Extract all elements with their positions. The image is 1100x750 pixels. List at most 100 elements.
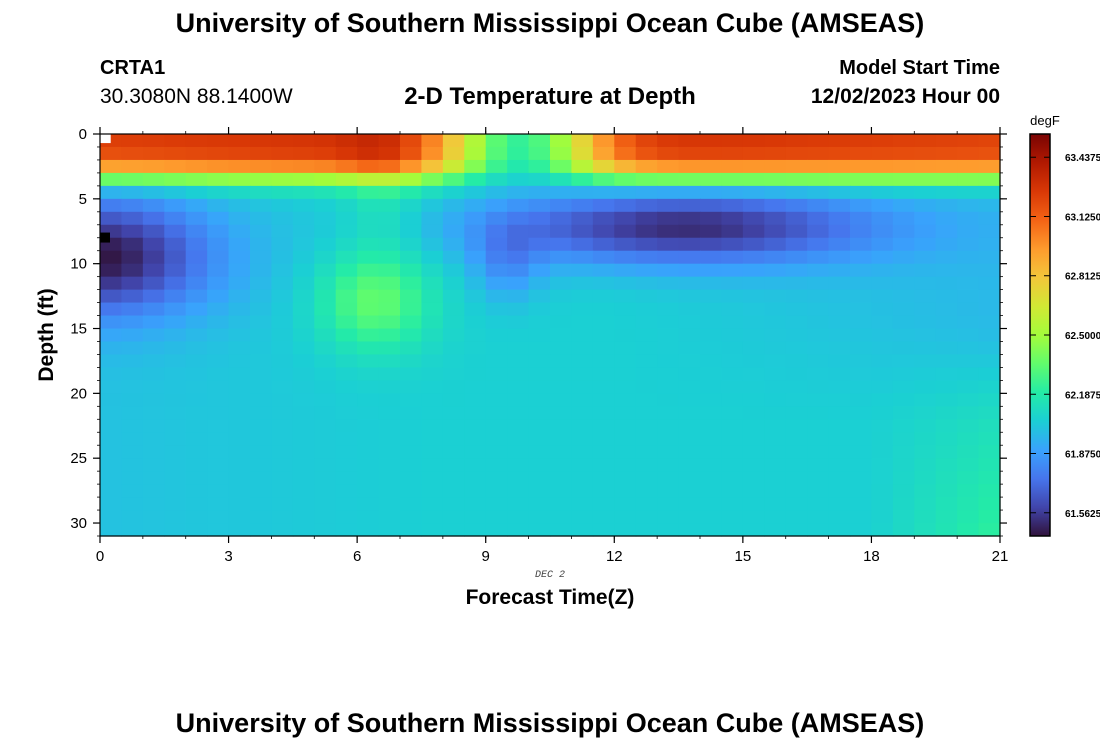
heatmap-cell — [828, 354, 851, 369]
heatmap-cell — [550, 510, 573, 524]
heatmap-cell — [785, 380, 808, 394]
station-depth-marker — [100, 232, 110, 243]
heatmap-cell — [978, 432, 1001, 446]
heatmap-cell — [807, 302, 830, 317]
heatmap-cell — [100, 497, 123, 511]
heatmap-cell — [442, 315, 465, 330]
heatmap-cell — [892, 328, 915, 343]
heatmap-cell — [400, 276, 423, 291]
heatmap-cell — [871, 328, 894, 343]
heatmap-cell — [657, 484, 680, 498]
heatmap-cell — [635, 146, 658, 161]
heatmap-cell — [507, 198, 530, 213]
heatmap-cell — [871, 471, 894, 485]
heatmap-cell — [228, 380, 251, 394]
heatmap-cell — [764, 367, 787, 381]
heatmap-cell — [185, 328, 208, 343]
heatmap-cell — [592, 172, 615, 187]
heatmap-cell — [592, 523, 615, 537]
x-axis-label: Forecast Time(Z) — [466, 586, 635, 609]
heatmap-cell — [657, 302, 680, 317]
heatmap-cell — [528, 328, 551, 343]
heatmap-cell — [357, 497, 380, 511]
heatmap-cell — [764, 419, 787, 433]
heatmap-cell — [207, 237, 230, 252]
heatmap-cell — [271, 289, 294, 304]
heatmap-cell — [250, 315, 273, 330]
heatmap-cell — [528, 250, 551, 265]
heatmap-cell — [635, 393, 658, 407]
heatmap-cell — [657, 172, 680, 187]
heatmap-cell — [764, 276, 787, 291]
heatmap-cell — [142, 458, 165, 472]
heatmap-cell — [678, 497, 701, 511]
heatmap-cell — [164, 523, 187, 537]
heatmap-cell — [550, 380, 573, 394]
heatmap-cell — [400, 497, 423, 511]
heatmap-cell — [828, 419, 851, 433]
heatmap-cell — [635, 276, 658, 291]
heatmap-cell — [335, 315, 358, 330]
heatmap-cell — [207, 224, 230, 239]
heatmap-cell — [700, 276, 723, 291]
heatmap-cell — [892, 159, 915, 174]
heatmap-cell — [228, 471, 251, 485]
heatmap-cell — [142, 367, 165, 381]
heatmap-cell — [121, 484, 144, 498]
heatmap-cell — [721, 432, 744, 446]
heatmap-cell — [421, 354, 444, 369]
heatmap-cell — [657, 510, 680, 524]
heatmap-cell — [185, 471, 208, 485]
heatmap-cell — [507, 224, 530, 239]
heatmap-cell — [657, 276, 680, 291]
heatmap-cell — [742, 159, 765, 174]
heatmap-cell — [421, 250, 444, 265]
heatmap-cell — [485, 289, 508, 304]
heatmap-cell — [957, 263, 980, 278]
heatmap-cell — [421, 159, 444, 174]
heatmap-cell — [871, 419, 894, 433]
heatmap-cell — [400, 289, 423, 304]
heatmap-cell — [357, 263, 380, 278]
heatmap-cell — [314, 341, 337, 356]
heatmap-cell — [292, 185, 315, 200]
heatmap-cell — [828, 497, 851, 511]
heatmap-cell — [571, 328, 594, 343]
heatmap-cell — [292, 458, 315, 472]
heatmap-cell — [357, 211, 380, 226]
heatmap-cell — [807, 484, 830, 498]
heatmap-cell — [142, 341, 165, 356]
heatmap-cell — [657, 237, 680, 252]
heatmap-cell — [357, 250, 380, 265]
heatmap-cell — [250, 471, 273, 485]
heatmap-cell — [978, 458, 1001, 472]
heatmap-cell — [250, 146, 273, 161]
heatmap-cell — [957, 510, 980, 524]
heatmap-cell — [528, 134, 551, 148]
heatmap-cell — [828, 328, 851, 343]
heatmap-cell — [207, 263, 230, 278]
heatmap-cell — [250, 393, 273, 407]
heatmap-cell — [378, 380, 401, 394]
heatmap-cell — [442, 263, 465, 278]
heatmap-cell — [357, 445, 380, 459]
heatmap-cell — [421, 146, 444, 161]
heatmap-cell — [314, 315, 337, 330]
heatmap-cell — [721, 172, 744, 187]
heatmap-cell — [271, 458, 294, 472]
heatmap-cell — [935, 510, 958, 524]
heatmap-cell — [957, 367, 980, 381]
heatmap-cell — [357, 185, 380, 200]
heatmap-cell — [207, 484, 230, 498]
heatmap-cell — [228, 276, 251, 291]
heatmap-cell — [378, 159, 401, 174]
heatmap-cell — [635, 237, 658, 252]
heatmap-cell — [764, 380, 787, 394]
heatmap-cell — [314, 523, 337, 537]
heatmap-cell — [828, 134, 851, 148]
heatmap-cell — [957, 497, 980, 511]
heatmap-cell — [507, 484, 530, 498]
heatmap-cell — [678, 289, 701, 304]
heatmap-cell — [207, 185, 230, 200]
heatmap-cell — [335, 198, 358, 213]
